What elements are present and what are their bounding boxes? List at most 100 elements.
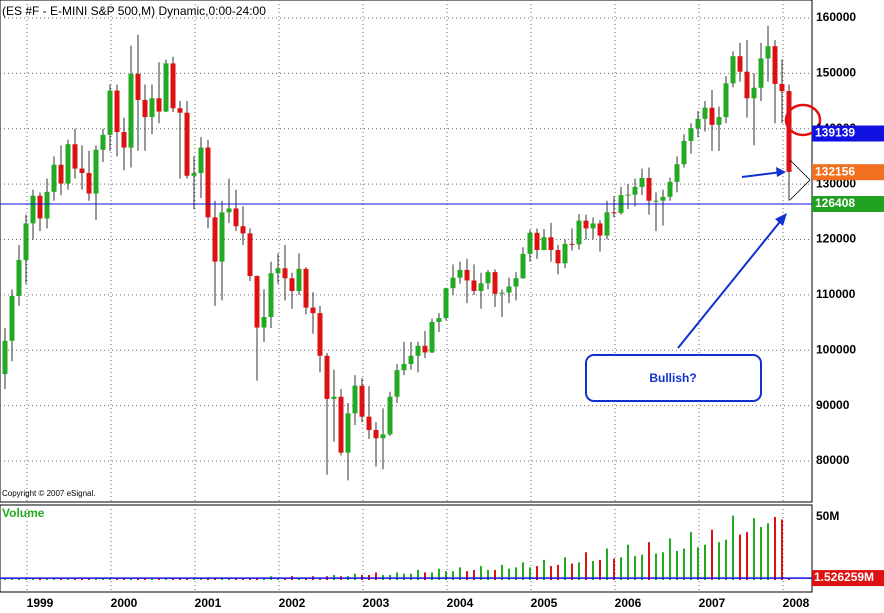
candle-body — [506, 286, 512, 293]
candle-body — [114, 90, 120, 133]
volume-bar — [4, 578, 6, 580]
candle-body — [772, 46, 778, 84]
candle-body — [100, 134, 106, 150]
volume-bar — [11, 578, 13, 580]
volume-bar — [25, 578, 27, 580]
price-marker-box — [812, 125, 884, 142]
candle-body — [611, 212, 617, 214]
volume-bar — [487, 569, 489, 580]
volume-bar — [613, 558, 615, 580]
candle-body — [394, 370, 400, 397]
candle-body — [534, 232, 540, 250]
candle-body — [639, 178, 645, 187]
y-tick-label: 50M — [816, 509, 839, 523]
volume-bar — [676, 551, 678, 580]
volume-bar — [697, 547, 699, 580]
candle-body — [415, 345, 421, 356]
candle-body — [471, 280, 477, 291]
volume-bar — [746, 532, 748, 580]
candle-body — [751, 87, 757, 99]
candle-body — [422, 345, 428, 353]
candle-body — [387, 396, 393, 435]
candle-body — [331, 396, 337, 399]
volume-bar — [669, 538, 671, 580]
volume-bar — [578, 562, 580, 580]
candle-body — [205, 147, 211, 218]
candle-body — [9, 295, 15, 341]
volume-bar — [88, 578, 90, 580]
volume-bar — [501, 564, 503, 580]
volume-bar — [529, 567, 531, 580]
candle-body — [681, 140, 687, 165]
arrow-head — [775, 213, 787, 226]
candle-body — [289, 278, 295, 291]
x-tick-label: 2007 — [699, 596, 726, 610]
candle-body — [310, 307, 316, 314]
volume-bar — [683, 548, 685, 580]
candle-body — [492, 272, 498, 294]
candle-body — [541, 237, 547, 250]
candle-body — [37, 195, 43, 219]
candle-body — [709, 107, 715, 125]
x-tick-label: 2002 — [279, 596, 306, 610]
candle-body — [107, 90, 113, 135]
volume-bar — [543, 559, 545, 580]
x-tick-label: 2000 — [111, 596, 138, 610]
candle-body — [450, 277, 456, 289]
candle-body — [79, 168, 85, 174]
y-tick-label: 80000 — [816, 453, 850, 467]
candle-body — [569, 243, 575, 245]
x-tick-label: 2008 — [783, 596, 810, 610]
candle-body — [758, 58, 764, 88]
candle-body — [653, 200, 659, 202]
price-marker-box — [812, 164, 884, 181]
candle-body — [443, 288, 449, 319]
candle-body — [65, 144, 71, 184]
candle-body — [520, 253, 526, 279]
candle-body — [2, 340, 8, 375]
volume-bar — [417, 569, 419, 580]
candle-body — [303, 268, 309, 308]
candle-body — [373, 429, 379, 439]
candle-body — [72, 144, 78, 169]
volume-bar — [599, 559, 601, 580]
volume-bar — [774, 516, 776, 580]
callout-text: Bullish? — [649, 371, 696, 385]
volume-bar — [480, 566, 482, 580]
volume-bar — [536, 566, 538, 580]
volume-bar — [67, 578, 69, 580]
candle-body — [429, 321, 435, 353]
volume-bar — [53, 578, 55, 580]
y-tick-label: 150000 — [816, 66, 856, 80]
candle-body — [527, 232, 533, 254]
volume-bar — [39, 578, 41, 580]
volume-bar — [424, 572, 426, 580]
candle-body — [212, 217, 218, 262]
triangle — [789, 159, 811, 201]
x-tick-label: 2001 — [195, 596, 222, 610]
volume-bar — [760, 527, 762, 580]
volume-bar — [158, 578, 160, 580]
volume-bar — [508, 568, 510, 580]
candle-body — [548, 237, 554, 250]
candle-body — [688, 128, 694, 141]
candle-body — [191, 173, 197, 176]
candle-body — [576, 220, 582, 245]
candle-body — [380, 434, 386, 439]
y-tick-label: 160000 — [816, 10, 856, 24]
x-tick-label: 2005 — [531, 596, 558, 610]
candle-body — [30, 195, 36, 224]
candle-body — [156, 98, 162, 112]
volume-bar — [60, 578, 62, 580]
candle-body — [219, 212, 225, 262]
volume-bar — [641, 554, 643, 580]
volume-bar — [151, 578, 153, 580]
volume-bar — [522, 562, 524, 580]
volume-bar — [494, 569, 496, 580]
volume-bar — [403, 573, 405, 580]
candle-body — [464, 269, 470, 281]
volume-bar — [452, 571, 454, 580]
candle-body — [44, 191, 50, 219]
price-marker-label: 139139 — [815, 126, 855, 140]
candle-body — [261, 316, 267, 328]
